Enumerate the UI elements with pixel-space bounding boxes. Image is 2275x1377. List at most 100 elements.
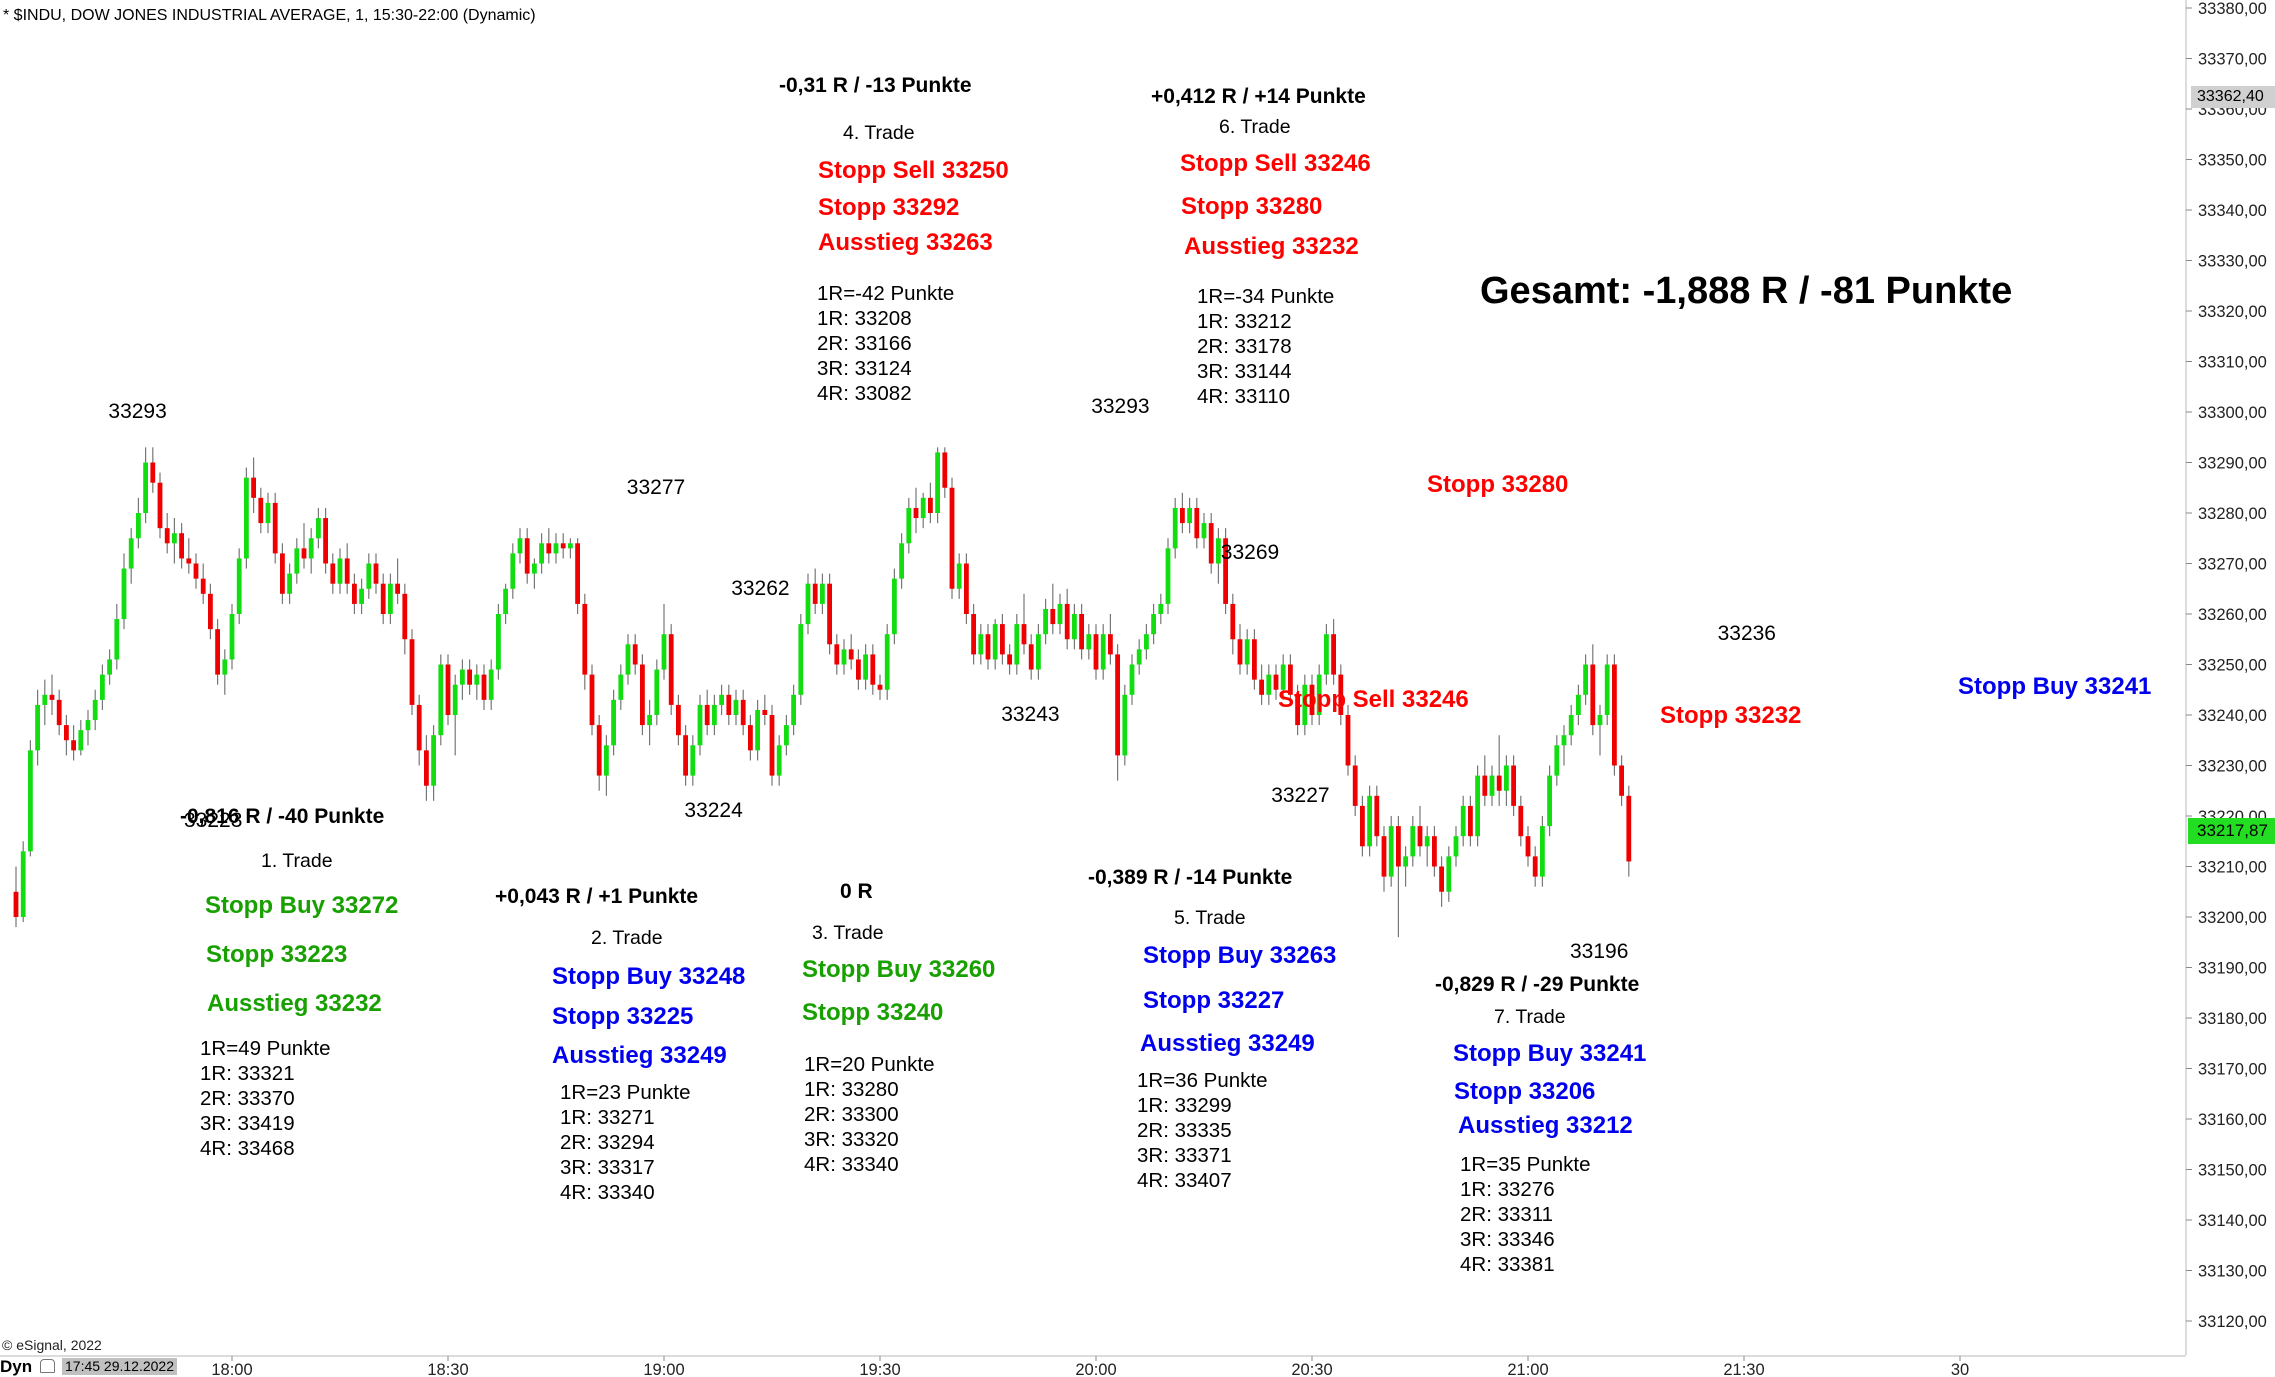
candle-body (20, 851, 26, 917)
annotation-stop-33232: Stopp 33232 (1660, 702, 1802, 729)
candle-body (121, 568, 127, 620)
trade-7-target-4r: 4R: 33381 (1460, 1253, 1555, 1276)
candle-body (100, 674, 105, 700)
candle-body (1151, 614, 1156, 635)
candle-body (899, 543, 904, 579)
candle-body (1540, 826, 1545, 877)
y-tick-label: 33190,00 (2198, 960, 2267, 978)
candle-body (892, 578, 897, 635)
trade-3-target-2r: 2R: 33300 (804, 1103, 899, 1126)
trade-5-stop: Stopp 33227 (1143, 987, 1285, 1014)
trade-1-target-1r: 1R: 33321 (200, 1062, 295, 1085)
candle-body (193, 563, 199, 579)
candle-body (877, 684, 883, 690)
candle-body (1331, 634, 1336, 675)
candle-body (64, 725, 69, 741)
candle-body (690, 745, 696, 776)
candle-body (1115, 654, 1120, 756)
y-tick-label: 33270,00 (2198, 556, 2267, 574)
candle-body (1518, 805, 1524, 837)
candle-body (791, 694, 796, 726)
candle-body (35, 704, 40, 751)
candle-body (524, 538, 530, 574)
candle-body (668, 634, 674, 705)
trade-6-target-1r: 1R: 33212 (1197, 310, 1292, 333)
candle-body (712, 704, 717, 726)
candle-body (1295, 694, 1300, 726)
trade-1-result: -0,816 R / -40 Punkte (180, 805, 385, 828)
trade-2-risk: 1R=23 Punkte (560, 1081, 691, 1104)
candle-body (1367, 795, 1372, 847)
mode-indicator[interactable]: Dyn (0, 1357, 33, 1376)
candle-body (1172, 507, 1178, 549)
trade-5-entry: Stopp Buy 33263 (1143, 942, 1337, 969)
candle-body (661, 634, 667, 670)
trade-2-result: +0,043 R / +1 Punkte (495, 885, 699, 908)
candle-body (827, 583, 832, 645)
y-tick-label: 33310,00 (2198, 354, 2267, 372)
candle-body (1504, 765, 1509, 791)
candle-body (215, 629, 220, 675)
candle-body (928, 497, 933, 513)
y-tick-label: 33330,00 (2198, 253, 2267, 271)
y-tick-label: 33150,00 (2198, 1162, 2267, 1180)
cursor-datetime: 17:45 29.12.2022 (62, 1358, 177, 1375)
candle-body (1144, 634, 1149, 650)
candle-body (258, 497, 264, 524)
candle-body (1014, 624, 1020, 665)
candle-body (776, 745, 782, 776)
candle-body (1352, 765, 1358, 806)
trade-6-target-2r: 2R: 33178 (1197, 335, 1292, 358)
lock-icon[interactable] (40, 1359, 55, 1373)
candle-body (1360, 805, 1365, 847)
candle-body (863, 654, 868, 680)
trade-3-target-4r: 4R: 33340 (804, 1153, 899, 1176)
swing-price-label: 33196 (1570, 940, 1629, 964)
candle-body (143, 462, 148, 513)
candle-body (1547, 775, 1552, 827)
y-tick-label: 33120,00 (2198, 1313, 2267, 1331)
candle-body (1136, 649, 1142, 665)
candle-body (978, 634, 984, 655)
candle-body (1424, 836, 1430, 847)
candle-body (1259, 679, 1264, 695)
candle-body (452, 684, 458, 715)
candle-body (532, 563, 537, 574)
candle-body (136, 513, 141, 539)
y-tick-label: 33280,00 (2198, 505, 2267, 523)
trade-7-result: -0,829 R / -29 Punkte (1435, 973, 1640, 996)
trade-3-result: 0 R (840, 880, 873, 903)
candle-body (1396, 826, 1401, 867)
candle-body (1028, 644, 1034, 670)
swing-price-label: 33223 (184, 809, 243, 833)
y-tick-label: 33300,00 (2198, 404, 2267, 422)
candle-body (128, 538, 134, 569)
candle-body (971, 614, 976, 655)
candle-body (1468, 805, 1473, 837)
candle-body (769, 715, 775, 776)
candle-body (1316, 674, 1322, 715)
trade-4-title: 4. Trade (843, 122, 915, 144)
candle-body (1417, 826, 1423, 847)
trade-4-entry: Stopp Sell 33250 (818, 157, 1009, 184)
y-tick-label: 33340,00 (2198, 202, 2267, 220)
candle-body (805, 583, 811, 625)
x-tick-label: 18:00 (211, 1361, 252, 1375)
candle-body (618, 674, 624, 700)
candle-body (870, 654, 876, 685)
candle-body (85, 720, 91, 731)
trade-3-risk: 1R=20 Punkte (804, 1053, 935, 1076)
trade-7-entry: Stopp Buy 33241 (1453, 1040, 1647, 1067)
candle-body (812, 583, 818, 604)
candle-body (848, 649, 854, 660)
candle-body (920, 497, 926, 519)
y-tick-label: 33170,00 (2198, 1061, 2267, 1079)
candle-body (1475, 775, 1480, 837)
x-tick-label: 30 (1951, 1361, 1969, 1375)
candle-body (344, 558, 350, 584)
candle-body (1266, 674, 1272, 695)
candle-body (1525, 836, 1531, 857)
candle-body (560, 543, 566, 549)
candle-body (762, 709, 768, 715)
